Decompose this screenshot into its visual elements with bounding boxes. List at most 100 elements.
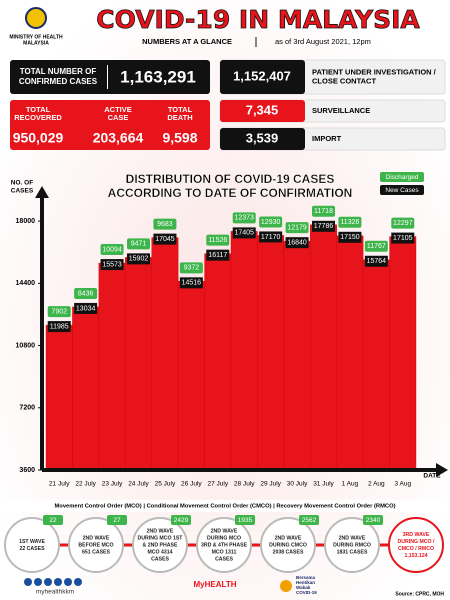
discharged-label: 8436: [78, 290, 94, 297]
discharged-label: 9471: [131, 241, 147, 248]
confirmed-label: CONFIRMED CASES: [19, 77, 98, 86]
wave-text: 1ST WAVE: [19, 539, 45, 545]
discharged-label: 11326: [340, 219, 359, 226]
breakdown-value: 203,664: [93, 130, 144, 146]
x-tick-label: 27 July: [207, 481, 228, 488]
value-label-box: [285, 237, 309, 249]
breakdown-value: 950,029: [13, 130, 64, 146]
discharged-label-box: [47, 306, 71, 318]
campaign-icon: [280, 580, 292, 592]
bar: [362, 259, 390, 471]
discharged-label: 11767: [367, 243, 386, 250]
social-icon: [24, 578, 32, 586]
discharged-label: 12179: [287, 225, 307, 232]
social-icon: [64, 578, 72, 586]
wave-text: CASES: [151, 556, 169, 562]
wave-text: CMCO / RMCO: [398, 546, 434, 552]
y-tick-label: 3600: [19, 467, 35, 474]
discharged-label-box: [206, 234, 230, 246]
wave-circle: [4, 517, 60, 573]
campaign-text: Hentikan: [296, 580, 315, 585]
source-value: 1,152,407: [233, 68, 291, 83]
discharged-label-box: [391, 217, 415, 229]
chart-title: ACCORDING TO DATE OF CONFIRMATION: [108, 186, 353, 200]
legend-swatch: [380, 185, 424, 195]
wave-badge-text: 2429: [174, 517, 189, 524]
x-tick-label: 30 July: [287, 481, 308, 488]
social-icon: [44, 578, 52, 586]
wave-text: BEFORE MCO: [78, 542, 113, 548]
discharged-label-box: [153, 218, 177, 230]
bar: [230, 231, 258, 471]
wave-circle: [132, 517, 188, 573]
bar: [257, 235, 285, 471]
discharged-label: 9683: [157, 221, 173, 228]
bar: [389, 236, 417, 471]
source-value-box: [220, 128, 305, 150]
wave-strip: [0, 500, 450, 512]
bar: [283, 240, 311, 471]
wave-circle: [388, 517, 444, 573]
value-label: 17786: [314, 223, 334, 230]
wave-text: 2ND WAVE: [339, 535, 366, 541]
x-tick-label: 25 July: [155, 481, 176, 488]
x-axis-label: DATE: [423, 473, 441, 480]
discharged-label-box: [364, 240, 388, 252]
breakdown-label: CASE: [108, 113, 129, 122]
wave-text: DURING RMCO: [333, 542, 371, 548]
y-axis-label: NO. OF: [11, 180, 33, 187]
breakdown-label: ACTIVE: [104, 105, 132, 114]
breakdown-label: TOTAL: [168, 105, 193, 114]
wave-badge: [107, 515, 127, 525]
wave-text: 2ND WAVE: [147, 528, 174, 534]
myhealth-logo: MyHEALTH: [194, 580, 237, 589]
wave-text: 2ND WAVE: [275, 535, 302, 541]
value-label: 15573: [102, 261, 122, 268]
wave-badge-text: 2562: [302, 517, 317, 524]
bar: [125, 257, 152, 471]
wave-badge: [43, 515, 63, 525]
value-label-box: [206, 249, 230, 261]
y-tick-label: 7200: [19, 405, 35, 412]
discharged-label-box: [338, 216, 362, 228]
discharged-label: 11526: [208, 237, 227, 244]
x-arrow: [436, 463, 448, 477]
discharged-label-box: [232, 212, 256, 224]
wave-badge-text: 22: [49, 517, 57, 524]
campaign-text: Wabak: [296, 585, 311, 590]
legend-label: New Cases: [385, 187, 419, 194]
wave-badge: [299, 515, 319, 525]
discharged-label-box: [259, 216, 283, 228]
social-icon: [54, 578, 62, 586]
source-label: SURVEILLANCE: [312, 106, 370, 115]
wave-text: DURING MCO 1ST: [138, 535, 184, 541]
discharged-label-box: [74, 287, 98, 299]
legend-label: Discharged: [386, 174, 419, 181]
wave-text: 1831 CASES: [337, 549, 368, 555]
x-tick-label: 21 July: [49, 481, 70, 488]
value-label-box: [179, 277, 203, 289]
value-label-box: [391, 232, 415, 244]
breakdown-label: DEATH: [167, 113, 192, 122]
wave-text: 651 CASES: [82, 549, 111, 555]
wave-badge-text: 1935: [238, 517, 253, 524]
source-value: 3,539: [246, 130, 279, 145]
source-label: PATIENT UNDER INVESTIGATION /: [312, 67, 437, 76]
wave-text: 1,153,124: [404, 553, 427, 559]
wave-text: DURING MCO /: [398, 539, 435, 545]
discharged-label: 11718: [314, 208, 333, 215]
source-value: 7,345: [246, 102, 279, 117]
wave-legend: Movement Control Order (MCO) | Condition…: [54, 504, 395, 510]
wave-text: 3RD WAVE: [403, 532, 430, 538]
value-label: 16117: [208, 252, 227, 259]
x-tick-label: 26 July: [181, 481, 202, 488]
value-label-box: [312, 220, 335, 232]
value-label-box: [100, 259, 124, 271]
discharged-label: 9372: [184, 265, 200, 272]
wave-circle: [68, 517, 124, 573]
campaign-text: COVID-19: [296, 590, 317, 595]
confirmed-value: 1,163,291: [120, 67, 196, 86]
y-tick-label: 10800: [16, 342, 36, 349]
source-value-box: [220, 100, 305, 122]
x-tick-label: 22 July: [75, 481, 96, 488]
